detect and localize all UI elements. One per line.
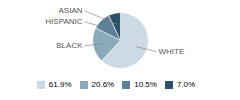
html-text:61.9%: 61.9% — [48, 80, 72, 89]
svg-text:ASIAN: ASIAN — [58, 6, 82, 15]
html-text:7.0%: 7.0% — [176, 80, 196, 89]
svg-text:HISPANIC: HISPANIC — [45, 17, 82, 26]
svg-text:BLACK: BLACK — [56, 41, 83, 50]
html-text:10.5%: 10.5% — [134, 80, 157, 89]
svg-text:WHITE: WHITE — [159, 47, 185, 56]
html-text:20.6%: 20.6% — [91, 80, 115, 89]
